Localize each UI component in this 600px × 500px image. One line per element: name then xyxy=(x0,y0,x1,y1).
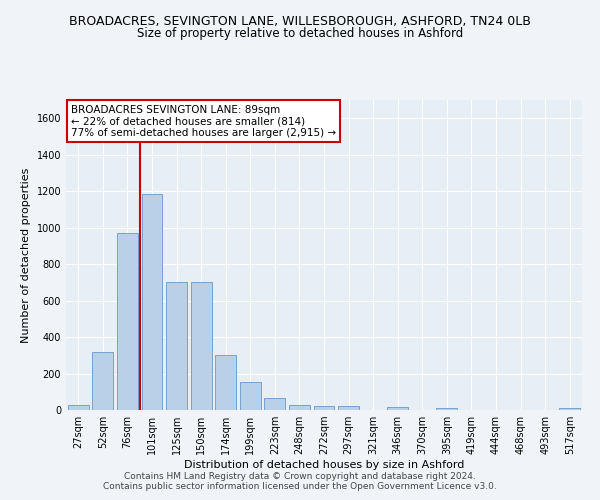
Bar xyxy=(289,404,310,410)
Bar xyxy=(314,406,334,410)
Text: Contains public sector information licensed under the Open Government Licence v3: Contains public sector information licen… xyxy=(103,482,497,491)
Bar xyxy=(166,282,187,410)
Y-axis label: Number of detached properties: Number of detached properties xyxy=(21,168,31,342)
Bar xyxy=(240,382,261,410)
Bar xyxy=(142,194,163,410)
Bar xyxy=(92,352,113,410)
Text: Size of property relative to detached houses in Ashford: Size of property relative to detached ho… xyxy=(137,28,463,40)
Bar xyxy=(436,408,457,410)
Bar xyxy=(265,398,286,410)
Bar xyxy=(68,404,89,410)
Text: BROADACRES SEVINGTON LANE: 89sqm
← 22% of detached houses are smaller (814)
77% : BROADACRES SEVINGTON LANE: 89sqm ← 22% o… xyxy=(71,104,336,138)
Bar xyxy=(215,356,236,410)
Bar xyxy=(191,282,212,410)
Bar xyxy=(117,233,138,410)
Bar xyxy=(338,406,359,410)
X-axis label: Distribution of detached houses by size in Ashford: Distribution of detached houses by size … xyxy=(184,460,464,470)
Text: BROADACRES, SEVINGTON LANE, WILLESBOROUGH, ASHFORD, TN24 0LB: BROADACRES, SEVINGTON LANE, WILLESBOROUG… xyxy=(69,15,531,28)
Text: Contains HM Land Registry data © Crown copyright and database right 2024.: Contains HM Land Registry data © Crown c… xyxy=(124,472,476,481)
Bar xyxy=(387,408,408,410)
Bar xyxy=(559,408,580,410)
